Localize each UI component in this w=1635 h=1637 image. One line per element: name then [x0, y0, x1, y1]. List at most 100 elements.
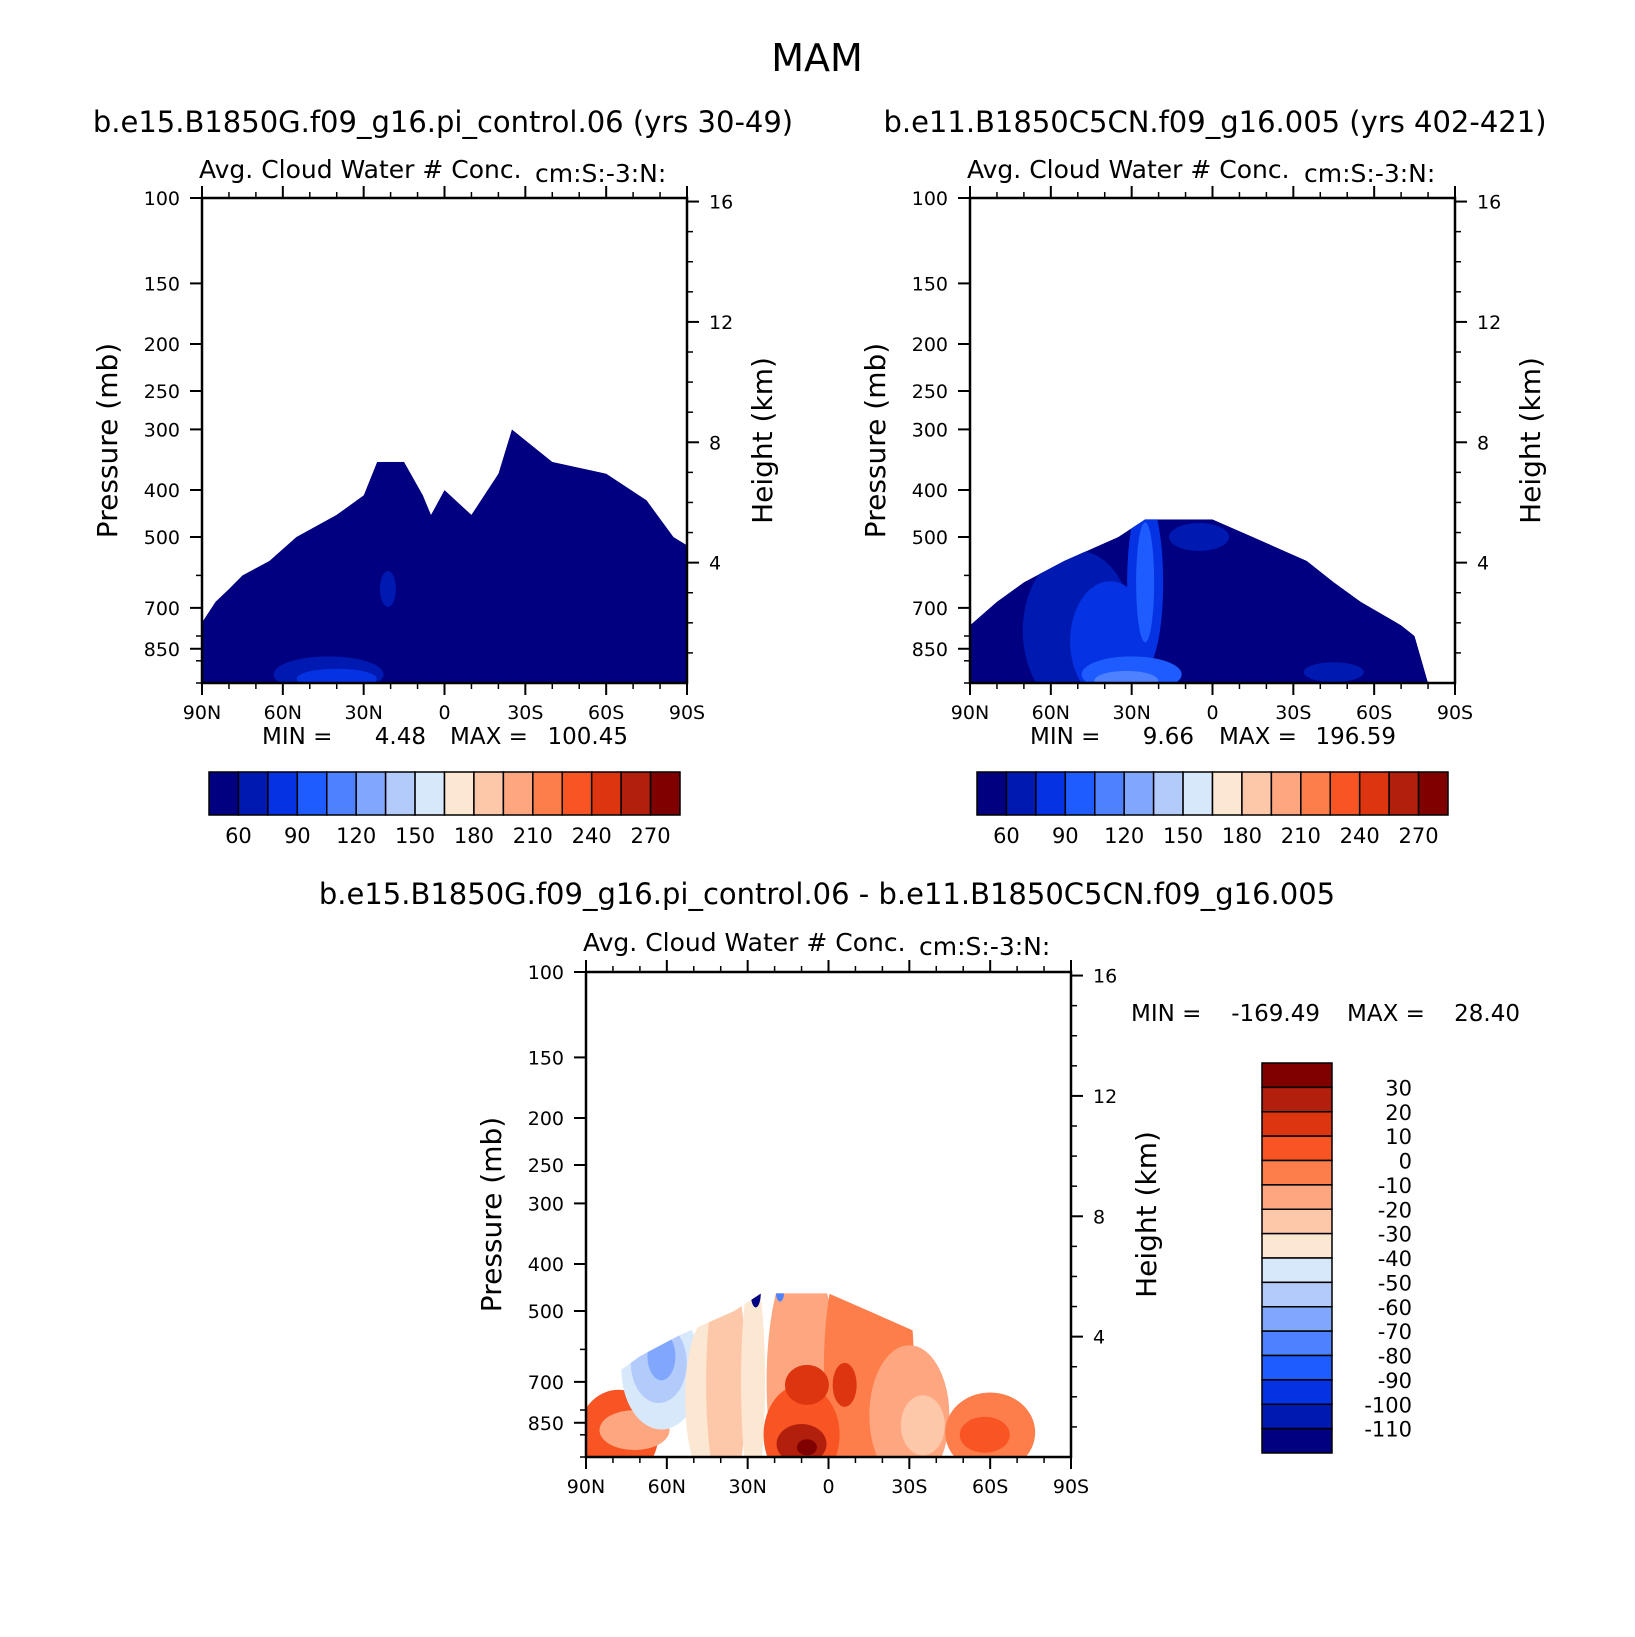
field-contour — [647, 1332, 676, 1381]
panel-3-field — [586, 1293, 1045, 1457]
colorbar-swatch — [355, 771, 387, 816]
panel-2-min-label: MIN = — [1030, 724, 1100, 750]
colorbar-label: 10 — [1385, 1125, 1412, 1149]
panel-3-case-title: b.e15.B1850G.f09_g16.pi_control.06 - b.e… — [319, 877, 1335, 911]
panel-3-min-label: MIN = — [1131, 1001, 1201, 1027]
colorbar-label: -10 — [1378, 1174, 1412, 1198]
pressure-tick-label: 500 — [528, 1301, 564, 1323]
pressure-tick-label: 850 — [912, 639, 948, 661]
colorbar-label: 60 — [225, 824, 252, 848]
colorbar-swatch — [1261, 1403, 1333, 1430]
colorbar-swatch — [1358, 771, 1390, 816]
colorbar-label: 120 — [336, 824, 376, 848]
panel-1-case-title: b.e15.B1850G.f09_g16.pi_control.06 (yrs … — [93, 105, 793, 139]
colorbar-label: -110 — [1364, 1418, 1412, 1442]
colorbar-swatch — [208, 771, 240, 816]
pressure-axis-label: Pressure (mb) — [475, 1117, 508, 1312]
colorbar-label: 150 — [1163, 824, 1203, 848]
colorbar-swatch — [532, 771, 563, 816]
pressure-tick-label: 400 — [528, 1254, 564, 1276]
pressure-tick-label: 150 — [144, 273, 180, 295]
field-contour — [776, 1293, 784, 1302]
panel-1-axes: 100 150 200 250 300 400 500 700 850 16 12 8 4 90N 60N 3… — [91, 186, 779, 724]
lat-tick-label: 60S — [972, 1476, 1008, 1498]
lat-tick-label: 0 — [822, 1476, 834, 1498]
colorbar-label: 60 — [993, 824, 1020, 848]
field-contour — [1094, 670, 1159, 683]
panel-2-colorbar: 60 90 120 150 180 210 240 270 — [976, 771, 1449, 848]
colorbar-swatch — [1388, 771, 1420, 816]
field-contour — [741, 1293, 766, 1457]
field-contour — [832, 1362, 857, 1407]
colorbar-swatch — [237, 771, 269, 816]
field-contour — [784, 1364, 829, 1405]
colorbar-label: -70 — [1378, 1320, 1412, 1344]
colorbar-label: -40 — [1378, 1247, 1412, 1271]
colorbar-swatch — [473, 771, 505, 816]
lat-tick-label: 30S — [891, 1476, 927, 1498]
colorbar-label: -30 — [1378, 1223, 1412, 1247]
panel-3-max-label: MAX = — [1347, 1001, 1425, 1027]
panel-3-plot-subtitle: cm:S:-3:N: — [919, 932, 1050, 961]
pressure-tick-label: 100 — [912, 188, 948, 210]
lat-tick-label: 30N — [344, 702, 382, 724]
colorbar-swatch — [414, 771, 446, 816]
lat-tick-label: 90N — [567, 1476, 605, 1498]
colorbar-swatch — [1211, 771, 1243, 816]
pressure-axis-label: Pressure (mb) — [859, 343, 892, 538]
colorbar-swatch — [1064, 771, 1096, 816]
colorbar-label: -80 — [1378, 1345, 1412, 1369]
pressure-tick-label: 200 — [912, 334, 948, 356]
panel-1-contours — [202, 429, 687, 683]
colorbar-swatch — [1261, 1330, 1333, 1357]
colorbar-swatch — [1035, 771, 1067, 816]
colorbar-swatch — [1261, 1184, 1333, 1210]
lat-tick-label: 30N — [1112, 702, 1150, 724]
panel-2-field — [970, 519, 1429, 683]
colorbar-label: 210 — [513, 824, 553, 848]
panel-2-plot-subtitle: cm:S:-3:N: — [1304, 159, 1435, 188]
height-tick-label: 4 — [1093, 1327, 1105, 1349]
colorbar-label: -20 — [1378, 1198, 1412, 1222]
colorbar-swatch — [384, 771, 416, 816]
height-tick-label: 8 — [1477, 432, 1489, 454]
colorbar-label: -100 — [1364, 1393, 1412, 1417]
height-tick-label: 12 — [1093, 1086, 1117, 1108]
height-tick-label: 12 — [1477, 312, 1501, 334]
colorbar-swatch — [443, 771, 475, 816]
panel-1-max-value: 100.45 — [548, 724, 628, 750]
pressure-tick-label: 300 — [912, 419, 948, 441]
field-contour — [750, 1293, 761, 1308]
field-contour — [1169, 523, 1230, 552]
field-fill — [202, 429, 687, 683]
colorbar-swatch — [326, 771, 357, 816]
lat-tick-label: 90N — [183, 702, 221, 724]
pressure-tick-label: 200 — [144, 334, 180, 356]
colorbar-swatch — [1005, 771, 1037, 816]
field-contour — [796, 1439, 817, 1456]
lat-tick-label: 90S — [1053, 1476, 1089, 1498]
colorbar-swatch — [1261, 1232, 1333, 1259]
field-contour — [379, 570, 396, 607]
colorbar-label: 20 — [1385, 1101, 1412, 1125]
figure-title: MAM — [771, 36, 863, 80]
colorbar-swatch — [1261, 1427, 1333, 1454]
colorbar-swatch — [1261, 1257, 1333, 1284]
colorbar-swatch — [1261, 1379, 1333, 1405]
colorbar-swatch — [620, 771, 652, 816]
panel-2: b.e11.B1850C5CN.f09_g16.005 (yrs 402-421… — [859, 105, 1547, 848]
height-axis-label: Height (km) — [746, 357, 779, 524]
colorbar-swatch — [1261, 1354, 1333, 1381]
height-axis-label: Height (km) — [1130, 1131, 1163, 1298]
colorbar-label: 90 — [284, 824, 311, 848]
pressure-tick-label: 850 — [144, 639, 180, 661]
colorbar-swatch — [1261, 1111, 1333, 1137]
field-contour — [900, 1395, 945, 1456]
height-tick-label: 8 — [709, 432, 721, 454]
height-tick-label: 8 — [1093, 1206, 1105, 1228]
pressure-tick-label: 850 — [528, 1413, 564, 1435]
colorbar-label: 90 — [1052, 824, 1079, 848]
panel-3-axes: 100 150 200 250 300 400 500 700 850 16 12 8 4 90N 60N 3… — [475, 960, 1163, 1498]
height-tick-label: 16 — [709, 192, 733, 214]
panel-3: b.e15.B1850G.f09_g16.pi_control.06 - b.e… — [319, 877, 1520, 1498]
